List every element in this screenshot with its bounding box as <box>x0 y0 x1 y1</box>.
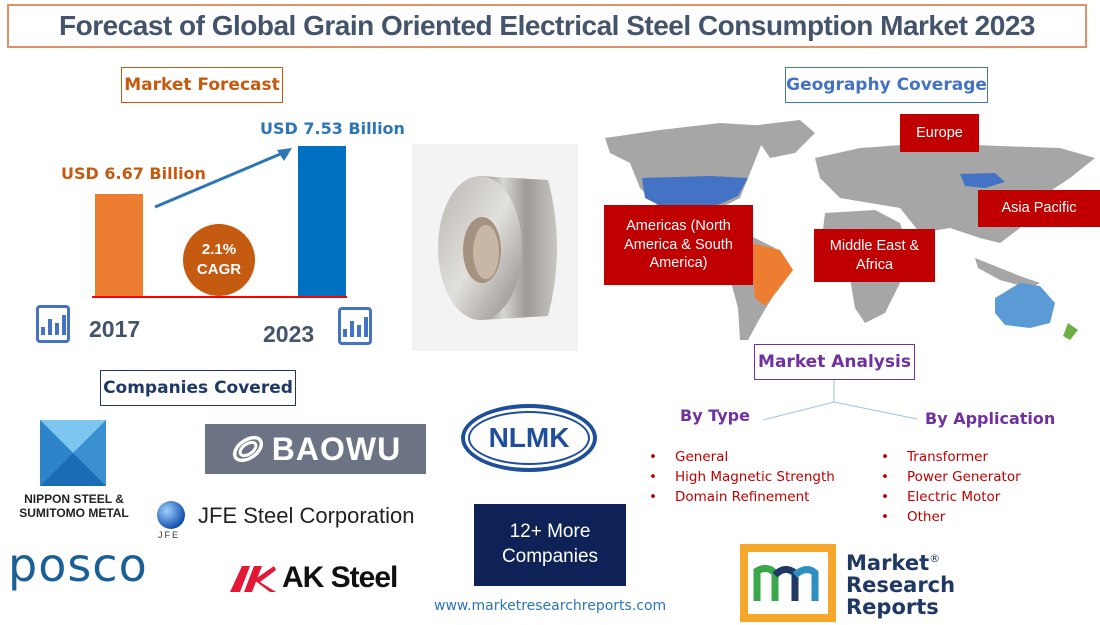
posco-logo: posco <box>8 538 148 592</box>
more-companies-line: Companies <box>501 546 599 567</box>
nippon-line: NIPPON STEEL & <box>24 492 124 506</box>
analysis-connector <box>762 380 918 420</box>
end-value-label: USD 7.53 Billion <box>260 119 405 138</box>
cagr-value: 2.1% <box>201 240 237 258</box>
brand-line: Reports <box>846 595 939 619</box>
aksteel-logo-text: AK Steel <box>282 561 398 594</box>
baowu-rings-icon <box>232 435 263 463</box>
bar-2023 <box>298 146 346 296</box>
title-banner: Forecast of Global Grain Oriented Electr… <box>7 4 1087 48</box>
year-2017: 2017 <box>89 316 141 342</box>
cagr-badge: 2.1% CAGR <box>183 224 255 296</box>
by-application-heading: By Application <box>925 409 1056 428</box>
year-2023: 2023 <box>263 321 315 347</box>
type-item: High Magnetic Strength <box>649 467 835 487</box>
brand-line: Market <box>846 551 930 575</box>
type-item: Domain Refinement <box>649 487 835 507</box>
region-middle-east-africa: Middle East & Africa <box>814 229 935 282</box>
market-analysis-label: Market Analysis <box>754 344 915 380</box>
bar-chart-icon <box>36 305 70 343</box>
nippon-steel-logo: NIPPON STEEL & SUMITOMO METAL <box>8 492 140 520</box>
by-type-list: General High Magnetic Strength Domain Re… <box>649 447 835 507</box>
by-type-heading: By Type <box>680 406 750 425</box>
mrr-m-icon <box>753 564 819 601</box>
region-asia-pacific: Asia Pacific <box>978 190 1100 227</box>
application-item: Transformer <box>881 447 1021 467</box>
region-americas-line: Americas (North <box>626 217 731 234</box>
website-link[interactable]: www.marketresearchreports.com <box>434 598 667 614</box>
region-americas-line: America & South <box>624 236 733 253</box>
mrr-brand-text: Market® Research Reports <box>846 548 955 618</box>
bar-chart-icon <box>338 307 372 345</box>
cagr-label: CAGR <box>196 261 242 278</box>
baowu-text: BAOWU <box>271 430 402 467</box>
market-forecast-label: Market Forecast <box>121 67 283 103</box>
type-item: General <box>649 447 835 467</box>
jfe-globe-icon <box>157 501 185 529</box>
jfe-small-text: JFE <box>158 530 181 540</box>
nippon-steel-logo-icon <box>40 420 106 486</box>
application-item: Other <box>881 507 1021 527</box>
region-mea-line: Africa <box>855 256 894 273</box>
aksteel-logo-icon <box>230 566 276 592</box>
nippon-line: SUMITOMO METAL <box>19 506 129 520</box>
brand-line: Research <box>846 573 956 597</box>
start-value-label: USD 6.67 Billion <box>61 164 206 183</box>
steel-coil-icon <box>438 175 557 320</box>
region-mea-line: Middle East & <box>829 237 920 254</box>
bar-2017 <box>95 194 143 296</box>
geography-coverage-label: Geography Coverage <box>785 67 988 103</box>
region-americas: Americas (North America & South America) <box>604 205 753 285</box>
more-companies-badge: 12+ More Companies <box>474 504 626 586</box>
nlmk-logo: NLMK <box>461 404 597 472</box>
companies-covered-label: Companies Covered <box>100 370 296 406</box>
growth-arrow-icon <box>154 148 292 209</box>
region-americas-line: America) <box>649 255 708 272</box>
registered-mark: ® <box>929 552 941 565</box>
baseline <box>92 296 347 298</box>
more-companies-line: 12+ More <box>509 521 591 543</box>
steel-coil-image <box>412 144 578 351</box>
baowu-logo: BAOWU <box>205 424 426 474</box>
application-item: Power Generator <box>881 467 1021 487</box>
mrr-logo-mark <box>740 544 836 622</box>
by-application-list: Transformer Power Generator Electric Mot… <box>881 447 1021 527</box>
region-europe: Europe <box>900 114 979 152</box>
page-title: Forecast of Global Grain Oriented Electr… <box>59 10 1035 41</box>
jfe-logo-text: JFE Steel Corporation <box>198 503 415 528</box>
application-item: Electric Motor <box>881 487 1021 507</box>
